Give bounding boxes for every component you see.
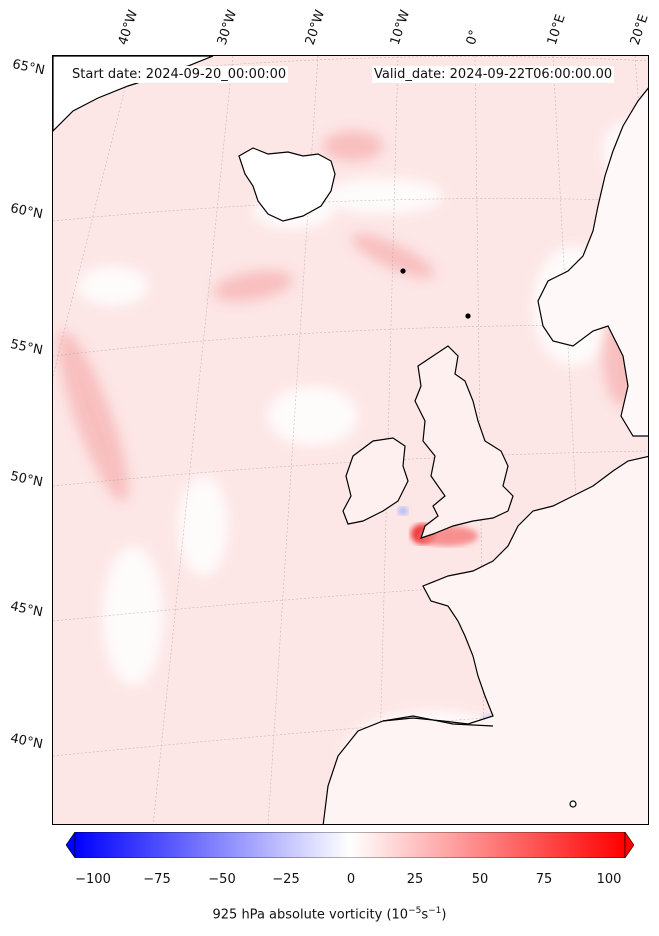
- lon-label-40w: 40°W: [115, 8, 142, 47]
- europe-coast: [322, 455, 648, 824]
- iceland-coast: [238, 147, 336, 222]
- lat-label-55n: 55°N: [8, 337, 45, 359]
- ireland-coast: [342, 437, 409, 525]
- colorbar-label: 925 hPa absolute vorticity (10−5s−1): [212, 906, 447, 923]
- negative-vorticity-spot: [398, 507, 408, 515]
- lat-label-60n: 60°N: [8, 201, 45, 223]
- vorticity-map: [53, 56, 648, 824]
- colorbar-gradient: [74, 832, 626, 858]
- colorbar-tick: −75: [143, 872, 171, 887]
- map-frame: [52, 55, 649, 825]
- lat-label-45n: 45°N: [8, 599, 45, 621]
- coastlines: [53, 56, 648, 824]
- lat-label-65n: 65°N: [10, 57, 47, 79]
- colorbar-tick: −100: [75, 872, 111, 887]
- lat-label-40n: 40°N: [8, 731, 45, 753]
- colorbar-tick: 50: [471, 872, 489, 887]
- colorbar-max-extend: [624, 832, 634, 858]
- lat-label-50n: 50°N: [8, 469, 45, 491]
- lon-label-0: 0°: [463, 28, 483, 47]
- scandinavia-coast: [537, 87, 648, 437]
- lon-label-20e: 20°E: [627, 12, 652, 48]
- great-britain-coast: [414, 345, 514, 539]
- colorbar-tick: −25: [272, 872, 300, 887]
- lon-label-10w: 10°W: [387, 8, 414, 47]
- colorbar-tick: 25: [406, 872, 424, 887]
- lon-label-20w: 20°W: [302, 8, 329, 47]
- colorbar-tick: 100: [596, 872, 622, 887]
- colorbar: [66, 832, 634, 858]
- lon-label-10e: 10°E: [544, 12, 569, 48]
- colorbar-tick: 0: [346, 872, 356, 887]
- start-date-label: Start date: 2024-09-20_00:00:00: [70, 66, 289, 83]
- colorbar-min-extend: [66, 832, 76, 858]
- lon-label-30w: 30°W: [214, 8, 241, 47]
- colorbar-tick: 75: [535, 872, 553, 887]
- valid-date-label: Valid_date: 2024-09-22T06:00:00.00: [372, 66, 615, 83]
- colorbar-tick: −50: [208, 872, 236, 887]
